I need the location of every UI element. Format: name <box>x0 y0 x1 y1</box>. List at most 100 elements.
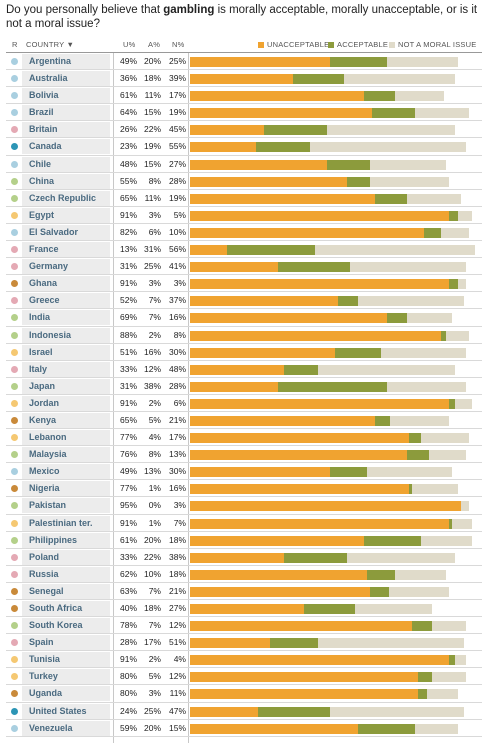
country-name[interactable]: Bolivia <box>29 90 59 101</box>
table-row[interactable]: Egypt 91% 3% 5% <box>0 207 489 224</box>
table-row[interactable]: Turkey 80% 5% 12% <box>0 668 489 686</box>
bar-acceptable[interactable] <box>292 74 344 85</box>
stacked-bar[interactable] <box>190 347 467 358</box>
stacked-bar[interactable] <box>190 689 458 700</box>
bar-acceptable[interactable] <box>449 279 458 290</box>
bar-not-moral[interactable] <box>380 347 467 358</box>
bar-unacceptable[interactable] <box>190 450 407 461</box>
bar-unacceptable[interactable] <box>190 706 259 717</box>
table-row[interactable]: Germany 31% 25% 41% <box>0 258 489 276</box>
country-name[interactable]: South Africa <box>29 603 83 613</box>
stacked-bar[interactable] <box>190 381 467 392</box>
bar-unacceptable[interactable] <box>190 364 285 375</box>
table-row[interactable]: Philippines 61% 20% 18% <box>0 532 489 549</box>
country-name[interactable]: Chile <box>29 158 52 169</box>
bar-acceptable[interactable] <box>346 176 370 187</box>
table-row[interactable]: France 13% 31% 56% <box>0 241 489 259</box>
table-row[interactable]: Russia 62% 10% 18% <box>0 566 489 583</box>
bar-not-moral[interactable] <box>389 415 450 426</box>
bar-acceptable[interactable] <box>284 552 347 563</box>
stacked-bar[interactable] <box>190 655 467 666</box>
bar-acceptable[interactable] <box>406 450 430 461</box>
country-name[interactable]: Poland <box>29 551 60 562</box>
bar-not-moral[interactable] <box>369 176 450 187</box>
bar-acceptable[interactable] <box>449 210 458 221</box>
bar-unacceptable[interactable] <box>190 723 359 734</box>
bar-not-moral[interactable] <box>406 193 461 204</box>
bar-unacceptable[interactable] <box>190 245 228 256</box>
stacked-bar[interactable] <box>190 706 464 717</box>
stacked-bar[interactable] <box>190 467 453 478</box>
stacked-bar[interactable] <box>190 450 467 461</box>
bar-not-moral[interactable] <box>452 518 473 529</box>
bar-unacceptable[interactable] <box>190 108 373 119</box>
bar-not-moral[interactable] <box>395 91 444 102</box>
table-row[interactable]: Indonesia 88% 2% 8% <box>0 327 489 344</box>
bar-acceptable[interactable] <box>386 313 407 324</box>
country-name[interactable]: Pakistan <box>29 500 67 511</box>
bar-unacceptable[interactable] <box>190 193 376 204</box>
bar-not-moral[interactable] <box>412 484 458 495</box>
table-row[interactable]: Greece 52% 7% 37% <box>0 292 489 310</box>
bar-unacceptable[interactable] <box>190 210 450 221</box>
stacked-bar[interactable] <box>190 74 456 85</box>
stacked-bar[interactable] <box>190 552 456 563</box>
bar-not-moral[interactable] <box>406 313 453 324</box>
stacked-bar[interactable] <box>190 415 450 426</box>
bar-acceptable[interactable] <box>409 433 421 444</box>
country-name[interactable]: Uganda <box>29 688 63 699</box>
country-name[interactable]: India <box>29 312 51 323</box>
table-row[interactable]: Ghana 91% 3% 3% <box>0 275 489 293</box>
bar-unacceptable[interactable] <box>190 415 376 426</box>
bar-acceptable[interactable] <box>363 91 396 102</box>
bar-not-moral[interactable] <box>309 142 467 153</box>
table-row[interactable]: Argentina 49% 20% 25% <box>0 53 489 71</box>
stacked-bar[interactable] <box>190 621 467 632</box>
bar-acceptable[interactable] <box>412 621 433 632</box>
country-name[interactable]: El Salvador <box>29 226 79 237</box>
table-row[interactable]: Mexico 49% 13% 30% <box>0 463 489 481</box>
bar-not-moral[interactable] <box>349 262 467 273</box>
bar-unacceptable[interactable] <box>190 176 347 187</box>
bar-acceptable[interactable] <box>335 347 381 358</box>
bar-acceptable[interactable] <box>338 296 359 307</box>
bar-unacceptable[interactable] <box>190 381 279 392</box>
stacked-bar[interactable] <box>190 398 473 409</box>
bar-unacceptable[interactable] <box>190 586 370 597</box>
stacked-bar[interactable] <box>190 569 447 580</box>
bar-acceptable[interactable] <box>375 193 407 204</box>
table-row[interactable]: Nigeria 77% 1% 16% <box>0 480 489 498</box>
stacked-bar[interactable] <box>190 142 467 153</box>
country-name[interactable]: Malaysia <box>29 449 67 460</box>
country-name[interactable]: Lebanon <box>29 432 67 443</box>
stacked-bar[interactable] <box>190 535 473 546</box>
table-row[interactable]: Bolivia 61% 11% 17% <box>0 87 489 105</box>
stacked-bar[interactable] <box>190 518 473 529</box>
bar-unacceptable[interactable] <box>190 467 330 478</box>
country-name[interactable]: Jordan <box>29 397 60 408</box>
bar-acceptable[interactable] <box>440 330 447 341</box>
not-moral-column-header[interactable]: N% <box>172 40 185 49</box>
bar-unacceptable[interactable] <box>190 296 339 307</box>
stacked-bar[interactable] <box>190 296 464 307</box>
table-row[interactable]: Tunisia 91% 2% 4% <box>0 651 489 669</box>
acceptable-column-header[interactable]: A% <box>148 40 161 49</box>
bar-unacceptable[interactable] <box>190 227 424 238</box>
bar-acceptable[interactable] <box>227 245 316 256</box>
bar-unacceptable[interactable] <box>190 57 330 67</box>
table-row[interactable]: Lebanon 77% 4% 17% <box>0 429 489 447</box>
bar-unacceptable[interactable] <box>190 159 327 170</box>
bar-not-moral[interactable] <box>455 655 467 666</box>
bar-not-moral[interactable] <box>358 296 464 307</box>
country-name[interactable]: United States <box>29 705 87 716</box>
country-name[interactable]: Ghana <box>29 278 58 289</box>
table-row[interactable]: Uganda 80% 3% 11% <box>0 685 489 703</box>
bar-not-moral[interactable] <box>457 210 473 221</box>
bar-not-moral[interactable] <box>318 364 456 375</box>
table-row[interactable]: Venezuela 59% 20% 15% <box>0 720 489 737</box>
country-name[interactable]: Kenya <box>29 414 57 425</box>
bar-unacceptable[interactable] <box>190 398 450 409</box>
country-name[interactable]: China <box>29 175 55 186</box>
country-name[interactable]: Palestinian ter. <box>29 517 93 528</box>
stacked-bar[interactable] <box>190 723 458 734</box>
